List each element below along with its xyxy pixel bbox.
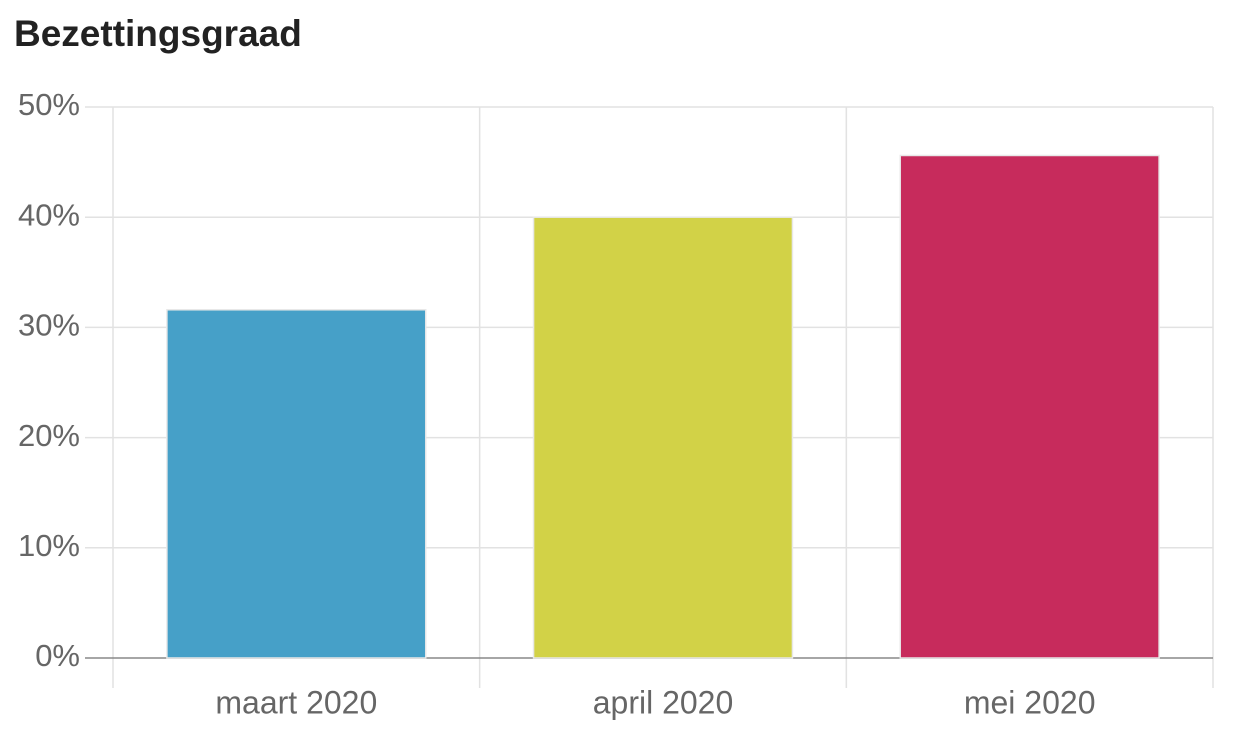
y-tick-label: 10% [18, 528, 80, 563]
y-tick-label: 40% [18, 197, 80, 232]
y-tick-label: 20% [18, 418, 80, 453]
bar [532, 216, 794, 659]
x-tick-label: maart 2020 [215, 684, 377, 720]
y-tick-label: 30% [18, 308, 80, 343]
bar [899, 154, 1160, 659]
y-tick-label: 50% [18, 87, 80, 122]
bar [166, 309, 427, 659]
x-tick-label: april 2020 [593, 684, 734, 720]
y-tick-label: 0% [35, 638, 80, 673]
x-tick-label: mei 2020 [964, 684, 1096, 720]
chart-title: Bezettingsgraad [14, 13, 302, 54]
